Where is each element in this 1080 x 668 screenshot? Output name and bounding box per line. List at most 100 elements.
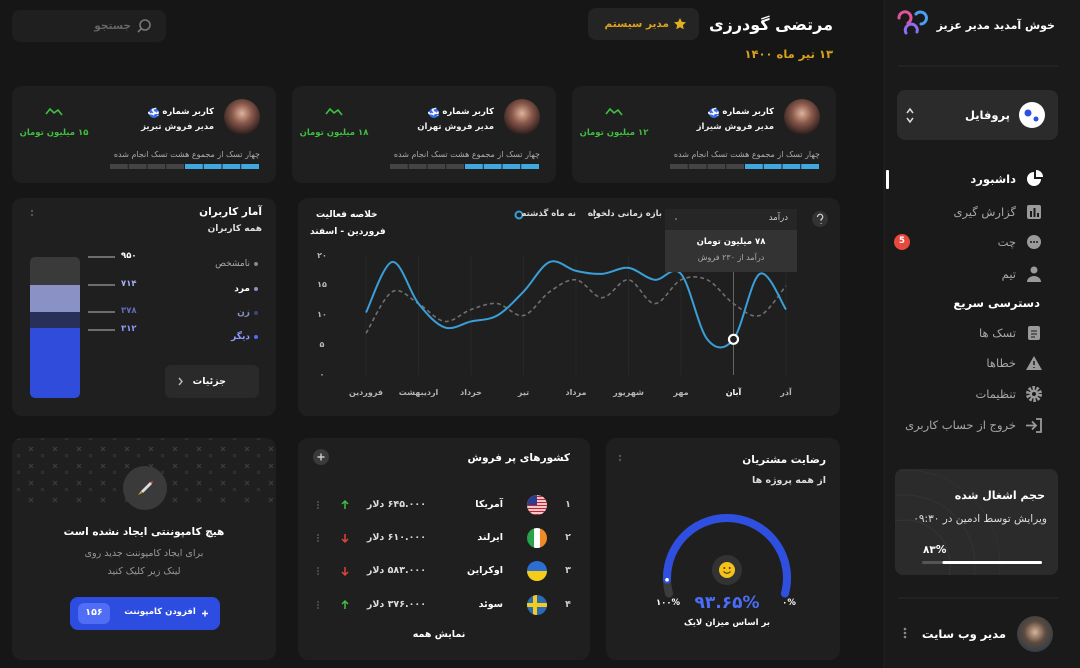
task-segment (726, 164, 744, 169)
menu-item[interactable]: گزارش گیری (953, 204, 1016, 219)
y-tick-label: ۱۰ (317, 310, 327, 320)
badge-count: 5 (899, 236, 905, 247)
date: ۱۳ تیر ماه ۱۴۰۰ (744, 46, 833, 61)
button-label[interactable]: افزودن کامپوننت (124, 607, 196, 618)
trend-icon (605, 107, 623, 116)
tooltip-dots (675, 218, 677, 220)
legend-dot (254, 311, 258, 315)
row-menu-dot (317, 501, 319, 503)
task-segment (763, 164, 782, 169)
chart-title: خلاصه فعالیت (316, 209, 378, 220)
country-amount: ۶۴۵.۰۰۰ دلار (366, 499, 426, 511)
task-segment (203, 164, 222, 169)
legend-label: دیگر (231, 331, 250, 342)
task-segment (483, 164, 502, 169)
menu-item[interactable]: تسک ها (979, 325, 1016, 340)
legend-label[interactable]: نه ماه گذشته (521, 209, 576, 220)
storage-card (895, 469, 1058, 575)
task-segment (688, 164, 707, 169)
logo (897, 10, 928, 35)
profile-icon (1019, 102, 1045, 128)
row-menu-dot (317, 573, 319, 575)
x-tick-label: فروردین (348, 387, 384, 397)
group-count: ۳۱۲ (121, 324, 137, 335)
menu-icon-dashboard (1027, 170, 1043, 186)
rank: ۴ (565, 599, 571, 611)
sales-amount: ۱۵ میلیون تومان (19, 128, 89, 139)
menu-item[interactable]: تنظیمات (975, 386, 1016, 401)
profile-chevron[interactable] (906, 107, 914, 124)
sales-role: مدیر فروش تهران (417, 122, 494, 133)
rank: ۱ (565, 499, 571, 511)
legend-label[interactable]: بازه زمانی دلخواه (587, 209, 662, 220)
menu-item[interactable]: داشبورد (970, 171, 1016, 186)
flag-ukraine (527, 561, 547, 581)
admin-avatar (1017, 616, 1053, 652)
task-segment (408, 164, 427, 169)
country-name: اوکراین (467, 565, 503, 577)
details-button[interactable] (165, 365, 259, 398)
row-menu-dot (317, 507, 319, 509)
empty-description: برای ایجاد کامپوننت جدید روی (84, 548, 204, 560)
task-segment (147, 164, 166, 169)
task-segment (502, 164, 521, 169)
y-tick-label: ۱۵ (317, 280, 327, 290)
legend-label: نامشخص (215, 258, 250, 269)
trend-down (341, 534, 349, 544)
sales-tasks: چهار تسک از مجموع هشت تسک انجام شده (113, 149, 260, 159)
menu-icon-team (1027, 266, 1041, 282)
sales-role: مدیر فروش شیراز (696, 122, 774, 133)
welcome: خوش آمدید مدیر عزیز (936, 19, 1055, 33)
row-menu-dot (317, 540, 319, 542)
add-glyph (317, 453, 325, 461)
flag-ireland (527, 528, 547, 548)
flag-usa (527, 495, 547, 515)
tooltip-header (665, 209, 797, 230)
row-menu-dot (317, 607, 319, 609)
rank: ۲ (565, 532, 571, 544)
search-box[interactable] (12, 10, 166, 42)
verified-icon (429, 108, 439, 118)
row-menu-dot (317, 534, 319, 536)
sales-card (292, 86, 556, 183)
menu-icon-logout (1026, 418, 1042, 433)
legend-icon (597, 214, 599, 216)
gauge-value: ۹۳.۶۵% (694, 593, 760, 614)
card-menu-dots[interactable] (618, 454, 622, 462)
profile-label[interactable]: پروفایل (964, 107, 1010, 122)
help-icon[interactable] (812, 211, 828, 227)
profile-box[interactable] (897, 90, 1058, 140)
emoji (719, 562, 735, 578)
quick-access-title: دسترسی سریع (953, 295, 1040, 310)
row-menu-dot (317, 604, 319, 606)
details-label[interactable]: جزئیات (192, 376, 226, 388)
verified-check (431, 111, 437, 116)
task-segment (241, 164, 259, 169)
x-tick-label: خرداد (460, 387, 482, 397)
x-tick-label: مهر (673, 387, 689, 397)
x-tick-label: آبان (725, 387, 742, 397)
button-count: ۱۵۶ (85, 607, 103, 619)
menu-item[interactable]: خروج از حساب کاربری (905, 417, 1016, 432)
search-placeholder[interactable]: جستجو (94, 19, 131, 32)
card-menu-dots[interactable] (30, 209, 34, 217)
task-segment (110, 164, 128, 169)
trend-up (341, 599, 349, 609)
menu-item[interactable]: چت (997, 234, 1016, 249)
admin-role: مدیر وب سایت (921, 626, 1006, 641)
menu-item[interactable]: خطاها (986, 355, 1016, 370)
profile-icon-dot (1024, 109, 1032, 117)
country-name: آمریکا (475, 499, 503, 511)
rank: ۳ (565, 565, 571, 577)
y-tick-label: ۵ (319, 339, 325, 349)
menu-dots[interactable] (903, 627, 907, 639)
tooltip-title: درآمد (768, 213, 788, 224)
country-name: سوئد (478, 599, 503, 611)
y-tick-label: ۰ (319, 369, 325, 379)
task-segment (185, 164, 203, 169)
menu-item[interactable]: تیم (1001, 266, 1016, 281)
show-all[interactable]: نمایش همه (412, 629, 466, 641)
gauge-fill (663, 514, 791, 598)
row-menu-dot (317, 570, 319, 572)
card-title: رضایت مشتریان (742, 453, 826, 466)
